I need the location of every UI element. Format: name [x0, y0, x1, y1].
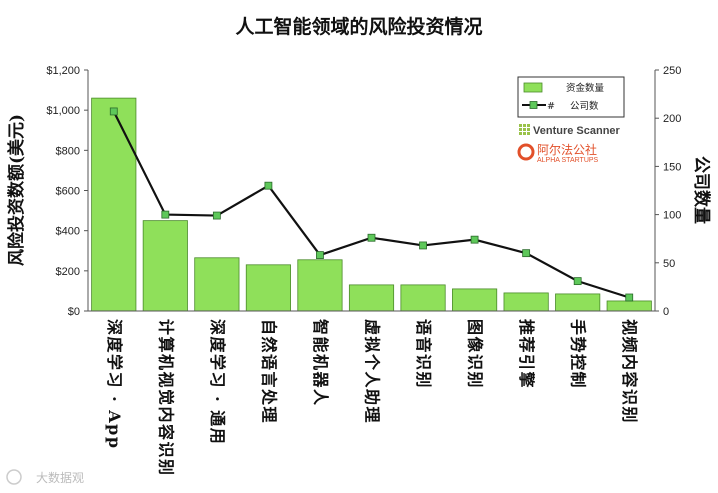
point-4 — [316, 251, 324, 259]
point-2 — [212, 211, 221, 220]
point-8 — [522, 249, 531, 258]
left-axis-title: 风险投资数额(美元) — [6, 114, 27, 266]
point-5 — [367, 233, 376, 242]
bar-2 — [194, 257, 240, 312]
left-tick-label-6: $1,200 — [46, 65, 80, 77]
chart-title: 人工智能领域的风险投资情况 — [235, 15, 482, 38]
category-label-10: 视频内容识别 — [620, 319, 639, 424]
point-0 — [109, 107, 118, 116]
point-9 — [573, 277, 582, 286]
bar-6 — [400, 284, 446, 312]
venture-scanner-text: Venture Scanner — [533, 125, 621, 137]
point-6 — [419, 241, 427, 250]
watermark-text: 大数据观 — [36, 470, 84, 485]
company-count-polyline — [112, 110, 630, 299]
bar-0 — [91, 97, 137, 312]
legend-line-marker — [529, 101, 538, 109]
legend-bar-label: 资金数量 — [566, 82, 605, 94]
bar-5 — [348, 284, 395, 312]
point-7 — [470, 235, 479, 244]
venture-scanner-logo: Venture Scanner — [519, 124, 621, 137]
alpha-startups-logo: 阿尔法公社 ALPHA STARTUPS — [517, 142, 599, 164]
left-tick-label-2: $400 — [56, 226, 80, 238]
right-tick-label-5: 250 — [663, 65, 681, 77]
left-tick-label-3: $600 — [56, 186, 80, 198]
bar-3 — [245, 264, 291, 312]
bars — [91, 97, 652, 312]
category-label-7: 图像识别 — [466, 319, 485, 389]
category-label-6: 语音识别 — [414, 319, 433, 389]
left-tick-label-5: $1,000 — [46, 105, 80, 117]
right-tick-label-3: 150 — [663, 161, 681, 173]
bar-1 — [142, 220, 188, 312]
point-3 — [264, 181, 273, 190]
right-tick-label-1: 50 — [663, 258, 675, 270]
right-tick-label-2: 100 — [663, 210, 681, 222]
category-label-4: 智能机器人 — [311, 319, 330, 407]
legend-bar-swatch — [523, 82, 543, 93]
point-1 — [161, 210, 170, 219]
left-tick-label-0: $0 — [68, 306, 80, 318]
alpha-startups-icon — [517, 143, 535, 161]
bar-10 — [606, 300, 652, 312]
category-label-1: 计算机视觉内容识别 — [156, 319, 175, 477]
left-tick-label-4: $800 — [56, 145, 80, 157]
legend-line-prefix: # — [547, 101, 555, 112]
category-label-8: 推荐引擎 — [517, 319, 536, 389]
watermark: 大数据观 — [6, 469, 84, 485]
point-10 — [625, 293, 634, 302]
legend: 资金数量 # 公司数 — [517, 76, 625, 118]
legend-line-label: 公司数 — [570, 100, 599, 112]
right-axis-ticks: 0 50 100 150 200 250 — [655, 65, 681, 318]
category-label-3: 自然语言处理 — [259, 319, 278, 424]
category-label-2: 深度学习 · 通用 — [208, 319, 227, 445]
company-count-line — [109, 107, 634, 302]
bar-8 — [503, 292, 549, 312]
left-axis-ticks: $0 $200 $400 $600 $800 $1,000 $1,200 — [46, 65, 88, 318]
watermark-icon — [6, 469, 22, 485]
category-label-5: 虚拟个人助理 — [363, 319, 382, 424]
bar-9 — [555, 293, 601, 312]
category-labels: 深度学习 · App 计算机视觉内容识别 深度学习 · 通用 自然语言处理 智能机器人 虚… — [105, 319, 639, 477]
right-axis-title: 公司数量 — [691, 156, 712, 224]
left-tick-label-1: $200 — [56, 266, 80, 278]
category-label-9: 手势控制 — [569, 319, 588, 389]
venture-scanner-icon — [519, 124, 530, 135]
bar-4 — [297, 259, 343, 312]
category-label-0: 深度学习 · App — [105, 319, 124, 450]
alpha-startups-cn-text: 阿尔法公社 — [537, 142, 597, 157]
right-tick-label-0: 0 — [663, 306, 669, 318]
right-tick-label-4: 200 — [663, 113, 681, 125]
alpha-startups-en-text: ALPHA STARTUPS — [537, 157, 599, 164]
bar-7 — [452, 288, 498, 312]
